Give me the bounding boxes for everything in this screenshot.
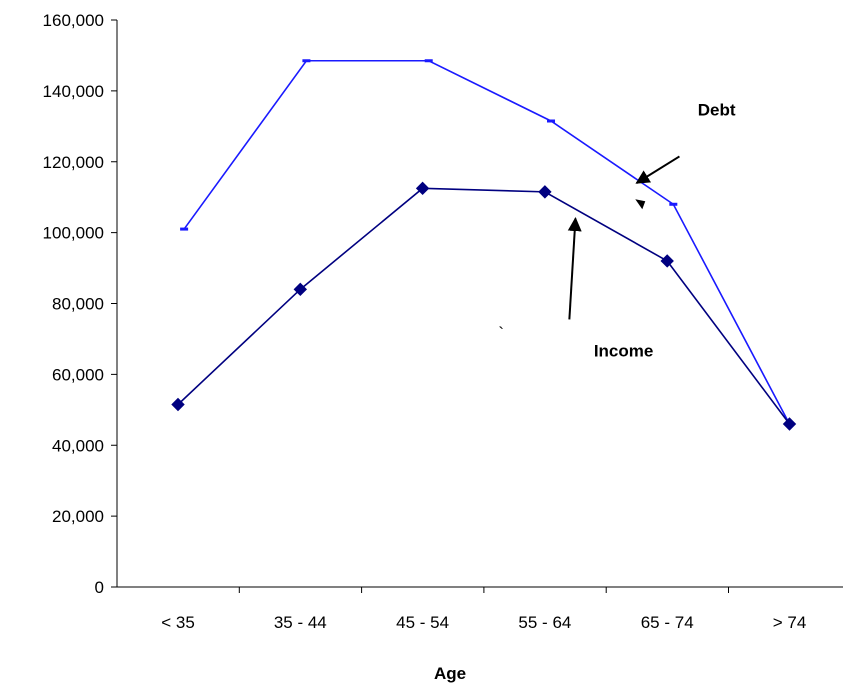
- series-layer: [171, 59, 797, 431]
- x-tick-label: > 74: [773, 613, 807, 632]
- y-tick-labels: 0 20,000 40,000 60,000 80,000 100,000 120,000 1…: [43, 11, 104, 597]
- series-income: [171, 181, 797, 431]
- x-tick-labels: < 35 35 - 44 45 - 54 55 - 64 65 - 74 > 74: [161, 613, 806, 632]
- stray-mark: `: [498, 324, 504, 343]
- annotation-arrow: [635, 155, 680, 184]
- y-tick-label: 160,000: [43, 11, 104, 30]
- x-tick-label: < 35: [161, 613, 195, 632]
- annotation-label: Income: [594, 342, 654, 361]
- x-tick-label: 35 - 44: [274, 613, 327, 632]
- data-point: [293, 282, 308, 297]
- stray-arrowhead: [635, 199, 646, 210]
- series-line: [177, 187, 791, 425]
- data-point: [424, 59, 433, 63]
- data-point: [415, 181, 430, 196]
- data-point: [547, 119, 556, 123]
- y-tick-label: 0: [95, 578, 104, 597]
- x-tick-label: 65 - 74: [641, 613, 694, 632]
- y-tick-label: 140,000: [43, 82, 104, 101]
- y-tick-label: 60,000: [52, 365, 104, 384]
- annotation-label: Debt: [698, 101, 736, 120]
- y-tick-label: 20,000: [52, 507, 104, 526]
- annotation-layer: Debt Income `: [498, 101, 735, 361]
- data-point: [302, 59, 311, 63]
- y-tick-label: 80,000: [52, 295, 104, 314]
- annotation-income: Income: [567, 217, 654, 361]
- data-point: [660, 254, 674, 268]
- data-point: [538, 185, 552, 199]
- data-point: [782, 417, 797, 431]
- data-point: [180, 227, 189, 231]
- axes: [111, 19, 843, 593]
- x-axis-title: Age: [434, 664, 466, 683]
- y-tick-label: 120,000: [43, 153, 104, 172]
- x-tick-label: 45 - 54: [396, 613, 449, 632]
- annotation-debt: Debt: [635, 101, 736, 184]
- data-point: [669, 202, 678, 206]
- y-tick-label: 100,000: [43, 224, 104, 243]
- annotation-arrow: [567, 217, 582, 320]
- data-point: [171, 397, 185, 412]
- series-line: [183, 59, 791, 425]
- y-tick-label: 40,000: [52, 436, 104, 455]
- x-tick-label: 55 - 64: [518, 613, 571, 632]
